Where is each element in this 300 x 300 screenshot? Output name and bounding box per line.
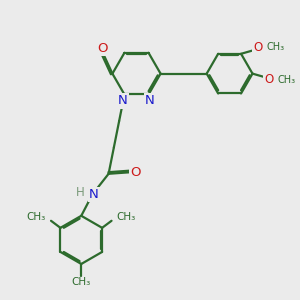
Text: CH₃: CH₃ xyxy=(266,42,284,52)
Text: O: O xyxy=(97,42,107,55)
Text: N: N xyxy=(145,94,155,107)
Text: CH₃: CH₃ xyxy=(26,212,46,222)
Text: H: H xyxy=(76,185,85,199)
Text: CH₃: CH₃ xyxy=(72,277,91,287)
Text: CH₃: CH₃ xyxy=(117,212,136,222)
Text: O: O xyxy=(264,73,274,86)
Text: N: N xyxy=(89,188,99,201)
Text: O: O xyxy=(253,41,262,54)
Text: CH₃: CH₃ xyxy=(278,75,296,85)
Text: N: N xyxy=(118,94,128,107)
Text: O: O xyxy=(130,166,141,179)
